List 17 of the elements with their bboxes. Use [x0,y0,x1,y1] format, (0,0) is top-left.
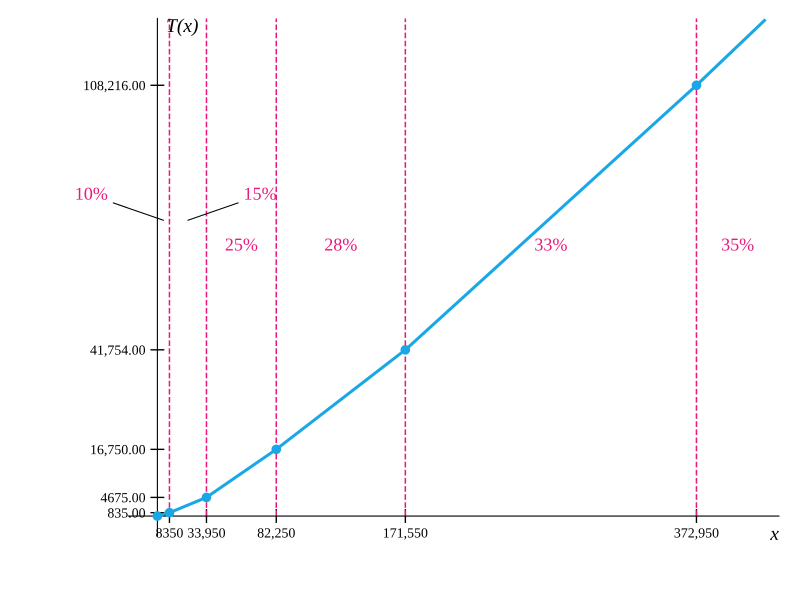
y-tick-label: 4675.00 [100,492,146,502]
y-axis-title: T(x) [167,18,198,36]
x-tick-label: 372,950 [674,528,718,540]
x-tick-label: 171,550 [384,528,428,540]
annotation: 35% [722,238,754,251]
y-tick-label: 41,754.00 [90,345,146,357]
y-tick-label: 16,750.00 [91,444,146,456]
annotation: 28% [325,238,357,251]
y-tick-label: 108,216.00 [84,80,146,92]
x-axis-title: x [770,530,779,540]
x-tick-label: 82,250 [258,528,295,540]
x-tick-label: 33,950 [188,528,226,540]
annotation: 25% [226,238,258,251]
text: 10% [76,188,108,200]
y-tick-label: 835.00 [108,508,146,518]
annotation: 33% [535,238,567,251]
annotation: 15% [245,188,276,200]
